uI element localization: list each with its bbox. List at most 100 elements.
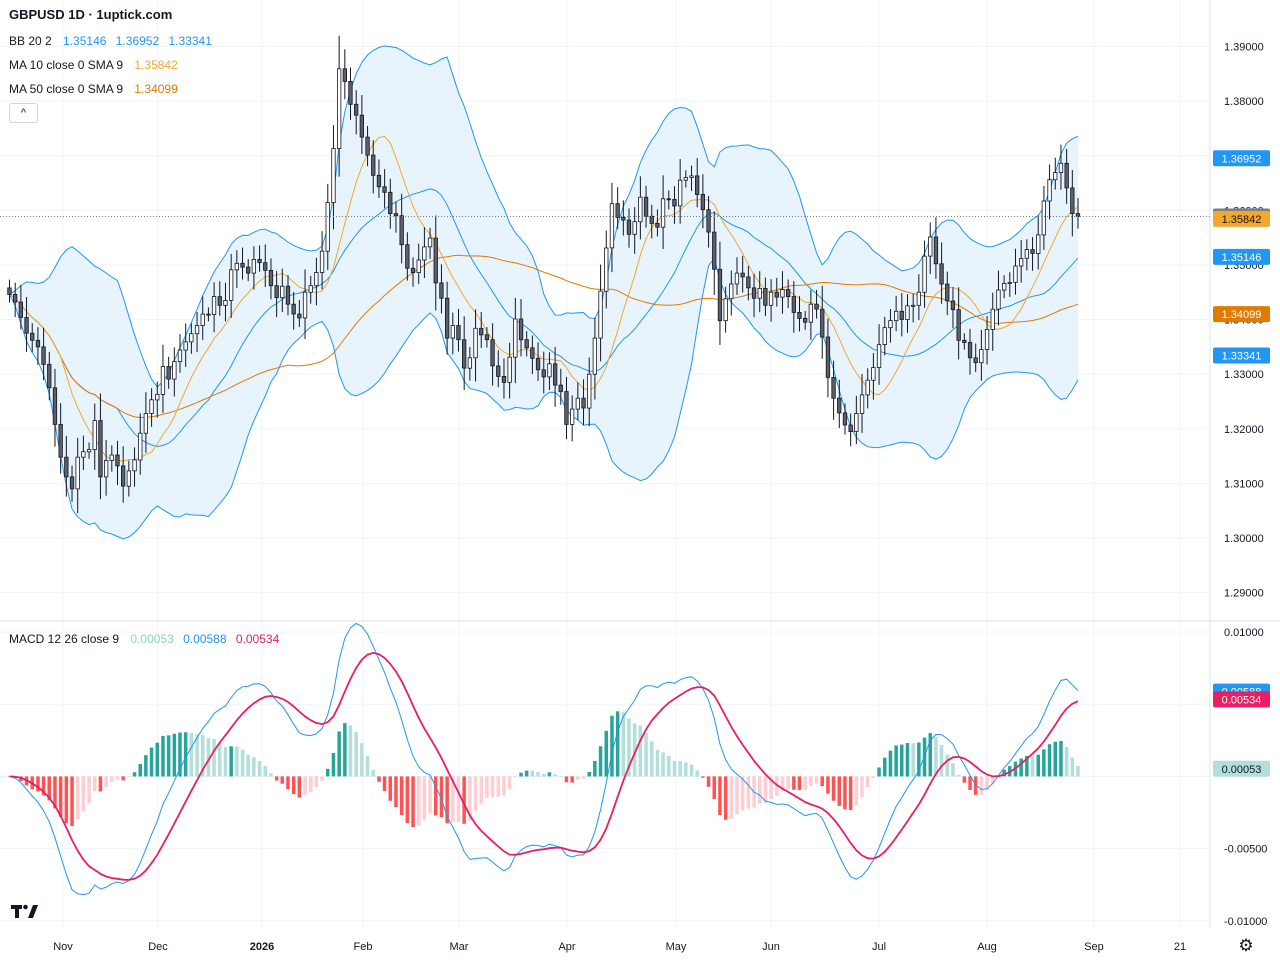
candle-body xyxy=(973,357,978,364)
histogram-bar xyxy=(235,746,239,777)
candle xyxy=(973,343,978,373)
histogram-bar xyxy=(161,736,165,777)
histogram-bar xyxy=(678,761,682,777)
candle xyxy=(996,270,1001,326)
candle xyxy=(888,309,893,343)
histogram-bar xyxy=(507,776,512,790)
candle xyxy=(484,327,490,348)
candle-body xyxy=(1030,249,1035,254)
histogram-bar xyxy=(814,776,819,784)
candle xyxy=(399,193,404,264)
candle xyxy=(257,245,262,272)
price-label-bg xyxy=(1213,210,1270,227)
candle xyxy=(558,368,563,405)
ma10-legend[interactable]: MA 10 close 0 SMA 9 1.35842 xyxy=(9,58,184,72)
histogram-bar xyxy=(223,747,228,777)
collapse-legend-button[interactable]: ^ xyxy=(9,103,38,123)
bb-legend[interactable]: BB 20 2 1.35146 1.36952 1.33341 xyxy=(9,34,218,48)
candle-body xyxy=(740,272,745,278)
candle xyxy=(604,230,609,309)
histogram-bar xyxy=(718,776,722,815)
histogram-bar xyxy=(502,776,506,796)
candle-body xyxy=(1019,257,1024,267)
candle-body xyxy=(200,313,205,327)
histogram-bar xyxy=(536,772,540,777)
price-label-text: 0.00053 xyxy=(1222,764,1262,776)
candle-body xyxy=(217,296,222,306)
histogram-bar xyxy=(87,776,91,804)
candle xyxy=(422,227,427,279)
candle-body xyxy=(234,262,240,271)
candle-body xyxy=(876,344,882,369)
candle xyxy=(376,159,382,198)
candle xyxy=(183,323,188,367)
candle xyxy=(717,241,723,345)
histogram-bar xyxy=(888,750,893,777)
price-tick-label: 1.30000 xyxy=(1224,533,1264,545)
candle-body xyxy=(1024,249,1029,259)
candle xyxy=(382,169,387,209)
candle-body xyxy=(183,341,188,351)
histogram-bar xyxy=(246,754,250,777)
histogram-bar xyxy=(47,776,51,801)
candle xyxy=(928,222,933,275)
histogram-bar xyxy=(110,776,114,783)
candle-body xyxy=(1064,162,1069,189)
candle-body xyxy=(126,470,131,487)
candle xyxy=(132,447,137,487)
candle xyxy=(791,281,796,333)
candle xyxy=(922,240,927,308)
candle xyxy=(876,324,882,385)
candle xyxy=(916,274,921,321)
candle xyxy=(155,381,160,418)
gear-icon[interactable]: ⚙ xyxy=(1238,936,1254,955)
candle-body xyxy=(467,357,473,369)
macd-histogram xyxy=(7,711,1080,827)
candle-body xyxy=(922,255,927,293)
candle xyxy=(405,232,410,281)
histogram-bar xyxy=(1036,754,1040,777)
histogram-bar xyxy=(775,776,779,796)
candle xyxy=(143,392,149,453)
candle xyxy=(211,282,217,333)
bb-basis-value: 1.35146 xyxy=(63,34,107,48)
histogram-bar xyxy=(604,730,608,777)
price-axis-badge: 1.33341 xyxy=(1213,347,1270,364)
candle-body xyxy=(86,449,92,453)
candle xyxy=(530,335,535,375)
histogram-bar xyxy=(871,776,876,778)
histogram-bar xyxy=(155,742,159,777)
macd-legend[interactable]: MACD 12 26 close 9 0.00053 0.00588 0.005… xyxy=(9,632,285,646)
histogram-bar xyxy=(519,772,523,777)
candle xyxy=(962,333,967,350)
histogram-bar xyxy=(991,776,995,784)
candle-body xyxy=(319,250,325,273)
candle-body xyxy=(81,451,86,458)
histogram-bar xyxy=(593,761,597,777)
price-label-bg xyxy=(1213,150,1270,167)
bb-lower-line xyxy=(9,257,1079,540)
histogram-bar xyxy=(1002,769,1006,777)
price-tick-label: 1.38000 xyxy=(1224,96,1264,108)
candle xyxy=(297,300,302,328)
tradingview-logo-icon[interactable] xyxy=(10,902,40,920)
histogram-bar xyxy=(587,772,591,777)
candle xyxy=(126,460,131,497)
histogram-bar xyxy=(615,711,620,777)
histogram-bar xyxy=(121,776,125,781)
bb-lower-value: 1.33341 xyxy=(168,34,212,48)
candle-body xyxy=(928,236,933,257)
ma50-legend[interactable]: MA 50 close 0 SMA 9 1.34099 xyxy=(9,82,184,96)
candle xyxy=(18,285,24,330)
histogram-bar xyxy=(1064,747,1069,777)
candle-body xyxy=(64,456,69,478)
histogram-bar xyxy=(570,776,574,783)
histogram-bar xyxy=(479,776,483,804)
bb-legend-label: BB 20 2 xyxy=(9,34,52,48)
histogram-bar xyxy=(309,776,313,792)
candle-body xyxy=(35,339,41,348)
time-axis-label: Jun xyxy=(762,941,780,953)
histogram-bar xyxy=(445,776,449,824)
candle-body xyxy=(410,267,416,274)
